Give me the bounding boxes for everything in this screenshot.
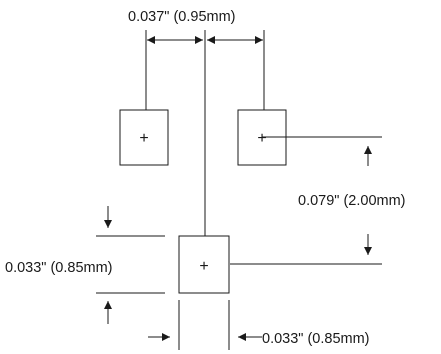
pad-width-label: 0.033" (0.85mm) [262, 331, 370, 347]
pad-center-mark: + [257, 130, 266, 147]
pad-height-label: 0.033" (0.85mm) [5, 260, 113, 276]
pad-pitch-vertical-label: 0.079" (2.00mm) [298, 193, 406, 209]
pad-center-mark: + [139, 130, 148, 147]
pad-center-mark: + [199, 258, 208, 275]
pad-pitch-horizontal-label: 0.037" (0.95mm) [128, 9, 236, 25]
